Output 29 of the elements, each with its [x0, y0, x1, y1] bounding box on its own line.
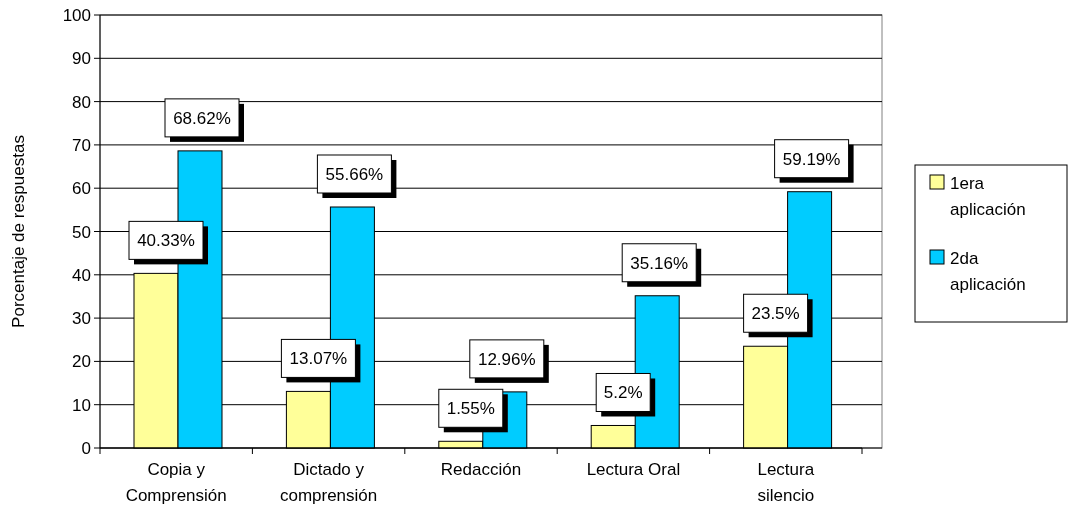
y-tick-label: 50 — [72, 222, 91, 242]
legend-label: 2da aplicación — [950, 249, 1026, 294]
data-label: 55.66% — [325, 164, 384, 184]
y-tick-label: 60 — [72, 179, 91, 199]
x-tick-label: Copia y Comprensión — [125, 460, 227, 505]
y-tick-label: 80 — [72, 92, 91, 112]
y-tick-label: 20 — [72, 352, 91, 372]
legend-label: 1era aplicación — [950, 174, 1026, 219]
y-tick-label: 0 — [81, 439, 91, 458]
x-tick-label: Redacción — [440, 460, 522, 479]
y-axis-title: Porcentaje de respuestas — [9, 135, 28, 328]
data-label: 23.5% — [751, 304, 800, 324]
data-label: 12.96% — [477, 349, 536, 369]
data-label: 35.16% — [630, 253, 689, 273]
x-tick-label: Lectura Oral — [586, 460, 681, 479]
y-tick-label: 100 — [62, 6, 91, 25]
data-label: 40.33% — [137, 231, 195, 251]
y-tick-label: 70 — [72, 135, 91, 155]
data-label: 1.55% — [446, 399, 495, 419]
data-label: 68.62% — [173, 108, 231, 128]
y-tick-label: 30 — [72, 309, 91, 329]
y-tick-label: 90 — [72, 49, 91, 69]
x-tick-label: Dictado y comprensión — [279, 460, 378, 505]
data-label: 59.19% — [782, 149, 841, 169]
data-label: 13.07% — [289, 349, 348, 369]
x-tick-label: Lectura silencio — [757, 460, 815, 505]
data-label: 5.2% — [603, 383, 643, 403]
y-tick-label: 10 — [72, 395, 91, 415]
y-tick-label: 40 — [72, 265, 91, 285]
